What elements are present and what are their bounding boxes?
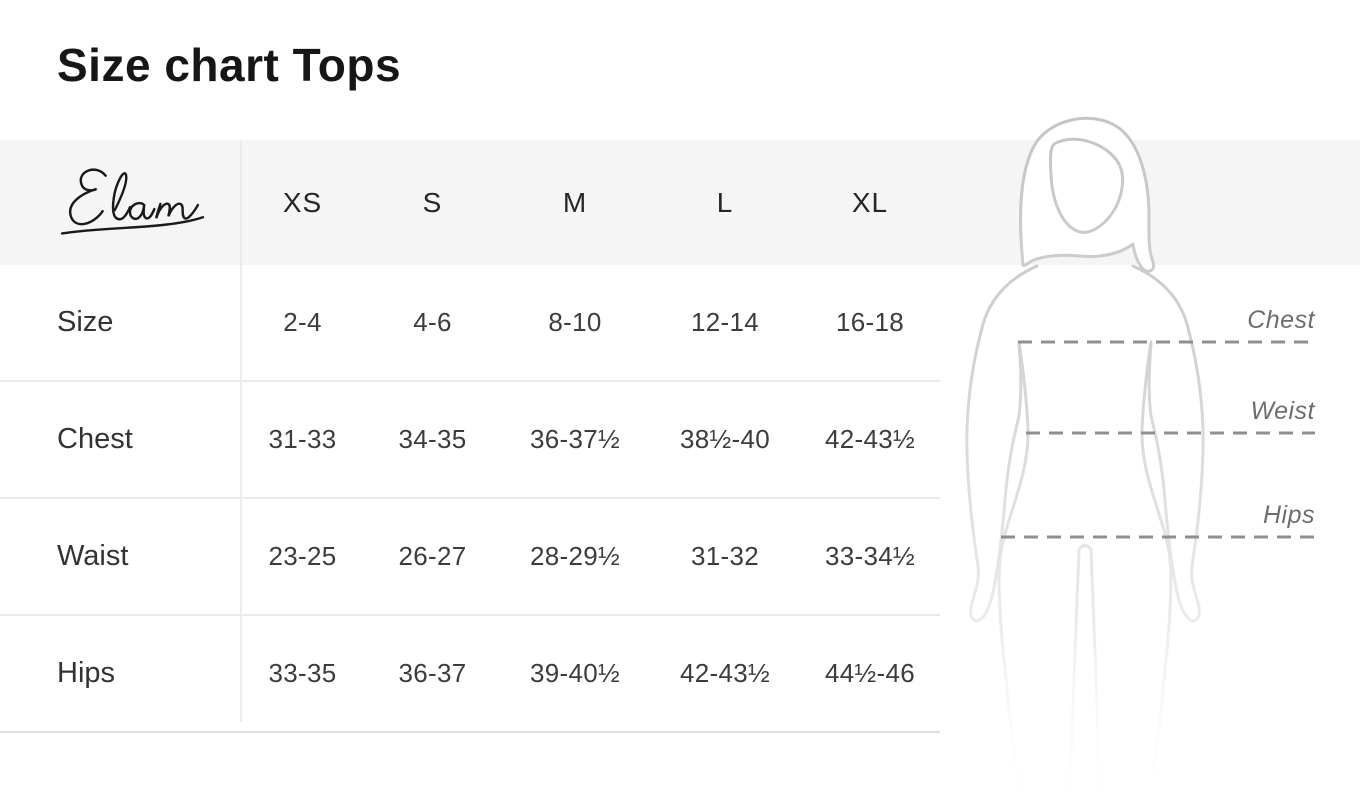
- column-header-m: M: [562, 186, 588, 218]
- table-row-chest: Chest 31-33 34-35 36-37½ 38½-40 42-43½: [0, 382, 940, 499]
- cell-size-xl: 16-18: [836, 307, 904, 337]
- brand-logo-cell: Elan: [0, 159, 240, 246]
- table-header-row: Elan XS S M L XL: [0, 140, 940, 265]
- size-chart-table: Elan XS S M L XL Size 2-4 4-6 8-10 12-14…: [0, 140, 940, 733]
- cell-waist-xl: 33-34½: [825, 541, 915, 571]
- table-row-waist: Waist 23-25 26-27 28-29½ 31-32 33-34½: [0, 499, 940, 616]
- row-label-hips: Hips: [57, 657, 116, 689]
- cell-chest-s: 34-35: [398, 424, 467, 454]
- cell-waist-s: 26-27: [398, 541, 467, 571]
- column-header-l: L: [716, 186, 734, 218]
- cell-waist-m: 28-29½: [530, 541, 620, 571]
- column-header-xs: XS: [282, 186, 323, 218]
- cell-hips-s: 36-37: [398, 658, 467, 688]
- cell-hips-l: 42-43½: [680, 658, 770, 688]
- table-row-hips: Hips 33-35 36-37 39-40½ 42-43½ 44½-46: [0, 616, 940, 733]
- table-row-size: Size 2-4 4-6 8-10 12-14 16-18: [0, 265, 940, 382]
- cell-chest-xs: 31-33: [268, 424, 337, 454]
- cell-size-l: 12-14: [691, 307, 759, 337]
- cell-size-xs: 2-4: [283, 307, 322, 337]
- column-header-xl: XL: [851, 186, 889, 218]
- row-label-waist: Waist: [57, 540, 129, 572]
- cell-chest-xl: 42-43½: [825, 424, 915, 454]
- cell-waist-xs: 23-25: [268, 541, 337, 571]
- row-label-size: Size: [57, 306, 114, 338]
- measurement-label-chest: Chest: [1247, 306, 1315, 334]
- cell-hips-xs: 33-35: [268, 658, 337, 688]
- female-silhouette-illustration: [965, 116, 1315, 806]
- cell-size-m: 8-10: [548, 307, 602, 337]
- measurement-label-weist: Weist: [1250, 397, 1315, 425]
- row-label-chest: Chest: [57, 423, 133, 455]
- cell-chest-l: 38½-40: [680, 424, 770, 454]
- page-title: Size chart Tops: [57, 39, 402, 91]
- cell-waist-l: 31-32: [691, 541, 759, 571]
- table-column-divider: [240, 140, 242, 722]
- measurement-label-hips: Hips: [1262, 501, 1315, 529]
- cell-chest-m: 36-37½: [530, 424, 620, 454]
- cell-size-s: 4-6: [413, 307, 452, 337]
- cell-hips-xl: 44½-46: [825, 658, 915, 688]
- column-header-s: S: [422, 186, 443, 218]
- elan-signature-logo: [60, 168, 205, 235]
- cell-hips-m: 39-40½: [530, 658, 620, 688]
- body-measurement-diagram: Chest Weist Hips: [940, 104, 1360, 806]
